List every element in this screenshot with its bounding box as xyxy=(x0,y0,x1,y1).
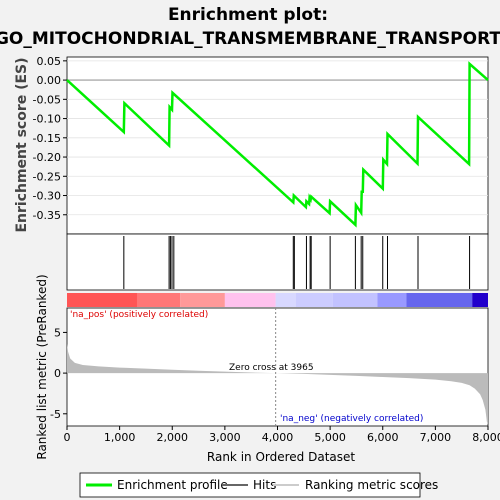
heatbar-segment xyxy=(275,293,296,307)
metric-panel: 50-5 0 1,000 2,000 3,000 4,000 5,000 6,000 7,00… xyxy=(50,307,500,444)
es-panel-background xyxy=(66,56,489,235)
heatbar-segment xyxy=(67,293,137,307)
legend-label-ranking-metric: Ranking metric scores xyxy=(305,478,438,492)
es-y-tick-label: -0.05 xyxy=(33,93,61,106)
es-y-tick-label: 0.05 xyxy=(37,55,62,68)
x-tick-label: 8,000 xyxy=(472,431,500,444)
legend: Enrichment profile Hits Ranking metric s… xyxy=(79,472,438,498)
heatbar-segment xyxy=(332,293,378,307)
hits-panel-background xyxy=(66,233,489,291)
pos-correlated-label: 'na_pos' (positively correlated) xyxy=(70,310,208,320)
metric-y-tick-label: 0 xyxy=(54,367,61,380)
es-y-ticks: 0.05 0.00 -0.05 -0.10 -0.15 -0.20 -0.25 -0.30 -0… xyxy=(33,55,67,222)
heatbar-segment xyxy=(180,293,225,307)
x-tick-label: 5,000 xyxy=(314,431,346,444)
es-y-tick-label: -0.15 xyxy=(33,132,61,145)
legend-label-hits: Hits xyxy=(253,478,276,492)
es-panel: 0.05 0.00 -0.05 -0.10 -0.15 -0.20 -0.25 -0.30 -0… xyxy=(33,55,489,235)
es-y-tick-label: -0.10 xyxy=(33,113,61,126)
metric-y-tick-label: -5 xyxy=(50,408,61,421)
hit-marks xyxy=(123,236,471,289)
heatbar-segment xyxy=(295,293,333,307)
x-tick-label: 0 xyxy=(64,431,71,444)
legend-box xyxy=(79,472,421,498)
x-tick-label: 2,000 xyxy=(157,431,189,444)
es-y-tick-label: -0.35 xyxy=(33,209,61,222)
title-line2: GO_MITOCHONDRIAL_TRANSMEMBRANE_TRANSPORT xyxy=(0,29,500,49)
metric-y-tick-label: 5 xyxy=(54,326,61,339)
metric-y-axis-label: Ranked list metric (PreRanked) xyxy=(35,274,49,459)
heatbar-segment xyxy=(406,293,473,307)
es-y-tick-label: -0.25 xyxy=(33,170,61,183)
es-y-tick-label: 0.00 xyxy=(37,74,62,87)
x-tick-label: 3,000 xyxy=(209,431,241,444)
hits-panel xyxy=(66,233,489,291)
metric-panel-background xyxy=(66,307,489,427)
heatbar-segment xyxy=(472,293,488,307)
ranked-heatbar xyxy=(67,293,488,307)
es-y-axis-label: Enrichment score (ES) xyxy=(14,57,30,232)
es-y-tick-label: -0.30 xyxy=(33,190,61,203)
x-axis-ticks: 0 1,000 2,000 3,000 4,000 5,000 6,000 7,000 8,00… xyxy=(64,426,500,444)
enrichment-profile-line xyxy=(66,61,489,228)
x-tick-label: 7,000 xyxy=(420,431,452,444)
neg-correlated-label: 'na_neg' (negatively correlated) xyxy=(280,414,423,424)
metric-y-ticks: 5 0 -5 xyxy=(50,326,67,421)
zero-cross-label: Zero cross at 3965 xyxy=(229,363,314,373)
x-tick-label: 1,000 xyxy=(104,431,136,444)
x-tick-label: 4,000 xyxy=(262,431,294,444)
title-line1: Enrichment plot: xyxy=(168,5,328,25)
legend-label-enrichment-profile: Enrichment profile xyxy=(117,478,228,492)
es-y-tick-label: -0.20 xyxy=(33,151,61,164)
x-tick-label: 6,000 xyxy=(367,431,399,444)
heatbar-segment xyxy=(136,293,181,307)
es-gridlines xyxy=(67,60,488,216)
heatbar-segment xyxy=(377,293,407,307)
x-axis-label: Rank in Ordered Dataset xyxy=(207,450,355,464)
heatbar-segment xyxy=(224,293,276,307)
